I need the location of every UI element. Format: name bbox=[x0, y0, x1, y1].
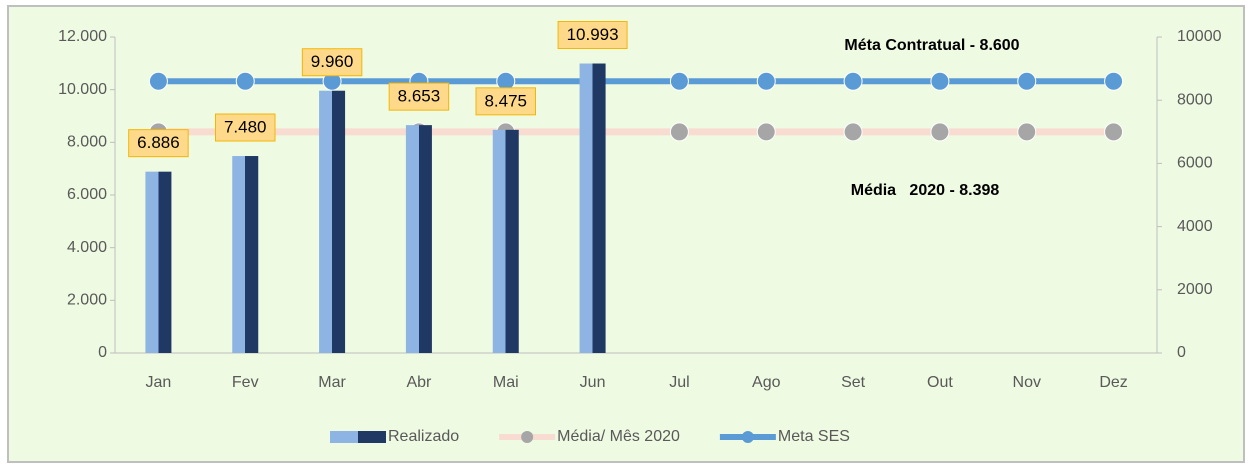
x-tick-label: Set bbox=[841, 374, 866, 391]
chart-background bbox=[7, 5, 1245, 463]
annotation: Média 2020 - 8.398 bbox=[851, 182, 1000, 199]
x-tick-label: Ago bbox=[752, 374, 781, 391]
value-label-box bbox=[215, 113, 276, 142]
x-tick-label: Dez bbox=[1099, 374, 1127, 391]
marker bbox=[1017, 71, 1037, 91]
legend-swatch bbox=[741, 431, 754, 443]
y2-tick-label: 0 bbox=[1177, 344, 1186, 361]
x-tick-label: Nov bbox=[1013, 374, 1041, 391]
x-tick-label: Fev bbox=[232, 374, 259, 391]
marker bbox=[669, 122, 689, 142]
marker bbox=[1104, 71, 1124, 91]
value-label: 6.886 bbox=[137, 133, 180, 152]
marker bbox=[1104, 122, 1124, 142]
value-label: 8.653 bbox=[398, 87, 441, 106]
y-tick-label: 0 bbox=[98, 344, 107, 361]
y-tick-label: 6.000 bbox=[67, 186, 107, 203]
marker bbox=[148, 71, 168, 91]
bar bbox=[145, 171, 172, 353]
bar bbox=[492, 129, 519, 353]
value-label: 9.960 bbox=[311, 52, 354, 71]
x-tick-label: Jan bbox=[146, 374, 172, 391]
marker bbox=[669, 71, 689, 91]
marker bbox=[843, 122, 863, 142]
y-tick-label: 8.000 bbox=[67, 134, 107, 151]
y-tick-label: 4.000 bbox=[67, 239, 107, 256]
legend-label: Meta SES bbox=[778, 428, 850, 445]
y2-tick-label: 8000 bbox=[1177, 91, 1213, 108]
value-label-box bbox=[557, 21, 628, 50]
value-label-box bbox=[388, 82, 450, 111]
x-tick-label: Out bbox=[927, 374, 953, 391]
y2-tick-label: 2000 bbox=[1177, 281, 1213, 298]
bar bbox=[232, 156, 259, 353]
value-label-box bbox=[475, 87, 536, 116]
marker bbox=[756, 71, 776, 91]
x-tick-label: Abr bbox=[406, 374, 432, 391]
legend-label: Realizado bbox=[388, 428, 459, 445]
value-label: 8.475 bbox=[484, 91, 527, 110]
y-tick-label: 10.000 bbox=[58, 81, 107, 98]
legend-swatch bbox=[330, 431, 386, 443]
marker bbox=[843, 71, 863, 91]
value-label-box bbox=[128, 129, 189, 158]
marker bbox=[235, 71, 255, 91]
bar bbox=[405, 125, 432, 353]
bar bbox=[579, 63, 606, 353]
marker bbox=[1017, 122, 1037, 142]
marker bbox=[930, 71, 950, 91]
x-tick-label: Mai bbox=[493, 374, 519, 391]
x-tick-label: Mar bbox=[318, 374, 346, 391]
x-tick-label: Jul bbox=[669, 374, 689, 391]
y-tick-label: 12.000 bbox=[58, 28, 107, 45]
y2-tick-label: 4000 bbox=[1177, 218, 1213, 235]
y-tick-label: 2.000 bbox=[67, 292, 107, 309]
marker bbox=[930, 122, 950, 142]
legend-swatch bbox=[521, 431, 534, 443]
value-label-box bbox=[301, 48, 363, 77]
bar bbox=[319, 90, 346, 353]
y2-tick-label: 10000 bbox=[1177, 28, 1222, 45]
value-label: 10.993 bbox=[567, 25, 619, 44]
y2-tick-label: 6000 bbox=[1177, 155, 1213, 172]
annotation: Méta Contratual - 8.600 bbox=[844, 37, 1019, 54]
marker bbox=[756, 122, 776, 142]
value-label: 7.480 bbox=[224, 118, 267, 137]
legend-label: Média/ Mês 2020 bbox=[557, 428, 680, 445]
x-tick-label: Jun bbox=[580, 374, 606, 391]
